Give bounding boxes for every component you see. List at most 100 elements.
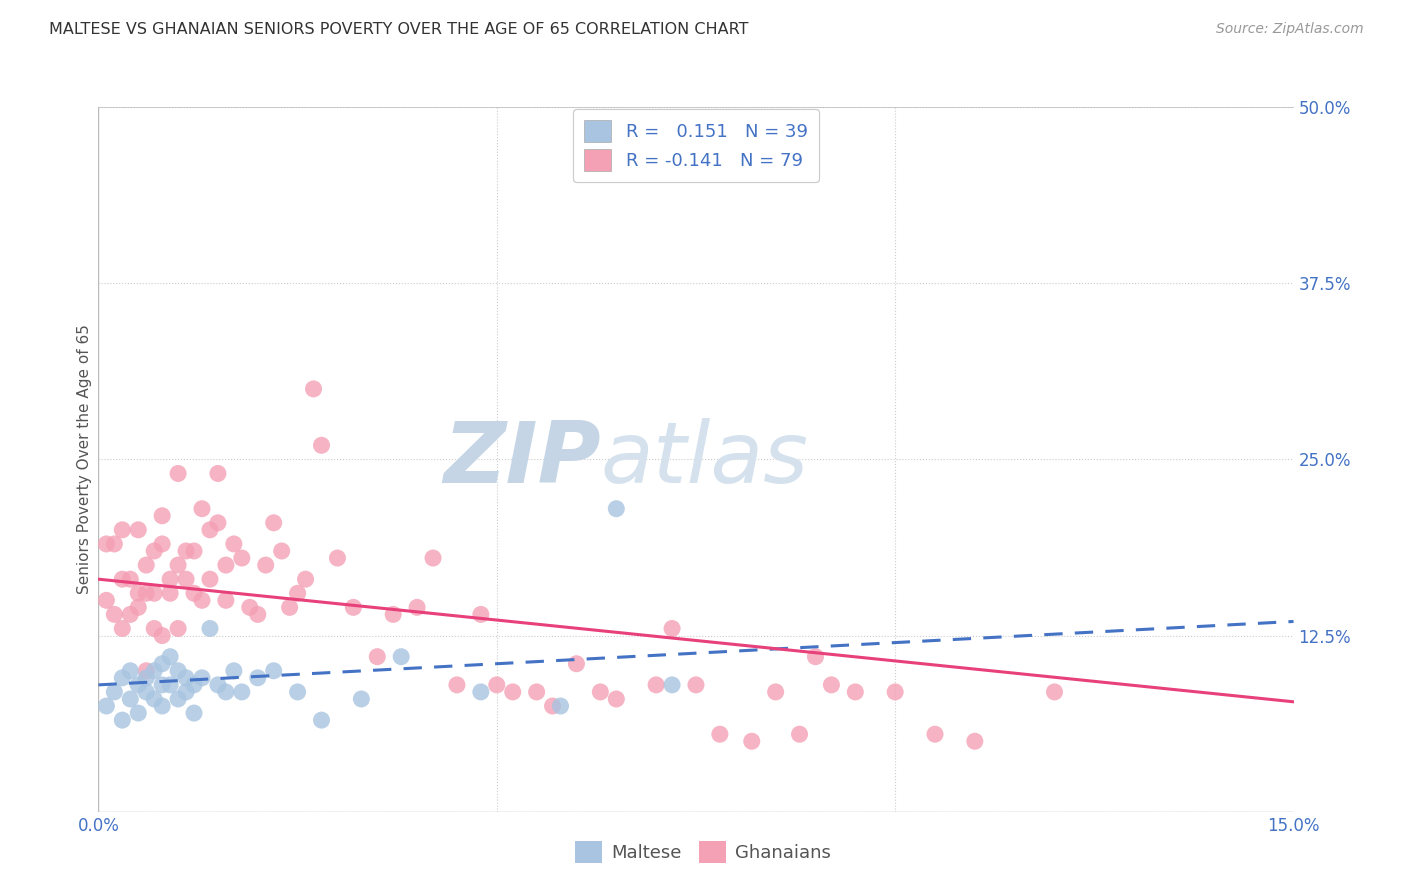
Point	[215, 593, 238, 607]
Point	[231, 551, 253, 566]
Point	[207, 678, 229, 692]
Point	[103, 537, 125, 551]
Point	[111, 622, 134, 636]
Point	[150, 678, 173, 692]
Point	[150, 699, 173, 714]
Point	[174, 544, 197, 558]
Point	[287, 586, 309, 600]
Point	[120, 572, 142, 586]
Point	[120, 664, 142, 678]
Point	[287, 685, 309, 699]
Point	[207, 467, 229, 481]
Text: ZIP: ZIP	[443, 417, 600, 501]
Point	[685, 678, 707, 692]
Point	[191, 671, 214, 685]
Point	[605, 501, 627, 516]
Point	[302, 382, 325, 396]
Point	[174, 572, 197, 586]
Point	[406, 600, 429, 615]
Point	[222, 664, 245, 678]
Point	[804, 649, 827, 664]
Point	[135, 558, 157, 573]
Point	[311, 438, 333, 452]
Point	[135, 671, 157, 685]
Point	[278, 600, 301, 615]
Point	[231, 685, 253, 699]
Point	[143, 544, 166, 558]
Point	[174, 671, 197, 685]
Point	[820, 678, 842, 692]
Point	[765, 685, 787, 699]
Point	[470, 607, 492, 622]
Point	[294, 572, 316, 586]
Point	[183, 706, 205, 720]
Point	[167, 467, 190, 481]
Point	[382, 607, 405, 622]
Point	[167, 558, 190, 573]
Point	[103, 685, 125, 699]
Point	[789, 727, 811, 741]
Point	[143, 622, 166, 636]
Point	[150, 628, 173, 642]
Point	[366, 649, 388, 664]
Point	[127, 523, 149, 537]
Point	[143, 664, 166, 678]
Point	[198, 572, 221, 586]
Point	[198, 622, 221, 636]
Point	[263, 664, 285, 678]
Text: MALTESE VS GHANAIAN SENIORS POVERTY OVER THE AGE OF 65 CORRELATION CHART: MALTESE VS GHANAIAN SENIORS POVERTY OVER…	[49, 22, 749, 37]
Point	[150, 537, 173, 551]
Point	[485, 678, 508, 692]
Point	[150, 657, 173, 671]
Point	[541, 699, 564, 714]
Point	[350, 692, 373, 706]
Point	[446, 678, 468, 692]
Point	[263, 516, 285, 530]
Point	[159, 649, 181, 664]
Point	[924, 727, 946, 741]
Point	[254, 558, 277, 573]
Point	[167, 664, 190, 678]
Point	[127, 706, 149, 720]
Point	[222, 537, 245, 551]
Point	[605, 692, 627, 706]
Point	[470, 685, 492, 699]
Point	[183, 544, 205, 558]
Point	[342, 600, 364, 615]
Point	[96, 593, 118, 607]
Legend: Maltese, Ghanaians: Maltese, Ghanaians	[564, 830, 842, 874]
Point	[111, 671, 134, 685]
Point	[709, 727, 731, 741]
Point	[150, 508, 173, 523]
Point	[565, 657, 588, 671]
Text: Source: ZipAtlas.com: Source: ZipAtlas.com	[1216, 22, 1364, 37]
Point	[120, 692, 142, 706]
Point	[159, 678, 181, 692]
Point	[589, 685, 612, 699]
Point	[661, 622, 683, 636]
Point	[120, 607, 142, 622]
Point	[215, 685, 238, 699]
Point	[135, 586, 157, 600]
Point	[239, 600, 262, 615]
Point	[111, 713, 134, 727]
Point	[127, 586, 149, 600]
Point	[191, 501, 214, 516]
Point	[661, 678, 683, 692]
Point	[645, 678, 668, 692]
Point	[198, 523, 221, 537]
Point	[207, 516, 229, 530]
Y-axis label: Seniors Poverty Over the Age of 65: Seniors Poverty Over the Age of 65	[77, 325, 91, 594]
Point	[741, 734, 763, 748]
Point	[159, 572, 181, 586]
Point	[103, 607, 125, 622]
Point	[174, 685, 197, 699]
Point	[191, 593, 214, 607]
Point	[96, 537, 118, 551]
Point	[183, 678, 205, 692]
Point	[1043, 685, 1066, 699]
Point	[135, 685, 157, 699]
Point	[884, 685, 907, 699]
Point	[127, 678, 149, 692]
Point	[270, 544, 292, 558]
